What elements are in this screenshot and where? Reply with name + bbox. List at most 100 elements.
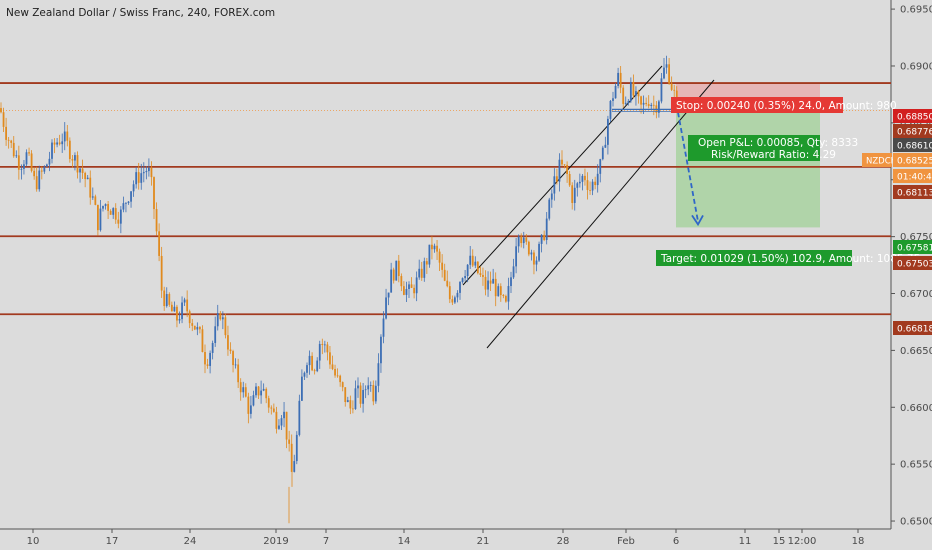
horizontal-levels[interactable] [0,82,891,316]
candle-up [214,316,217,347]
candle-body [599,159,602,174]
candle-down [443,263,446,282]
candle-up [596,164,599,193]
pnl-label-text: Open P&L: 0.00085, Qty: 8333 [698,137,858,149]
candle-body [354,388,357,409]
target-label[interactable]: Target: 0.01029 (1.50%) 102.9, Amount: 1… [656,250,920,266]
price-label-bg [893,153,932,167]
chart-title: New Zealand Dollar / Swiss Franc, 240, F… [6,7,275,19]
candle-body [665,64,668,68]
candle-down [331,355,334,371]
price-label-bg [893,240,932,254]
candle-up [387,292,390,306]
candle-body [68,140,71,160]
candle-down [68,137,71,163]
candle-up [367,377,370,396]
candle-body [38,170,41,190]
candle-down [476,261,479,275]
candle-up [63,122,66,151]
candle-body [178,319,181,321]
candle-body [323,344,326,346]
candle-up [418,259,421,280]
pnl-label[interactable]: Open P&L: 0.00085, Qty: 8333Risk/Reward … [688,135,858,161]
candle-body [405,288,408,295]
candle-body [596,173,599,186]
x-axis[interactable]: 10 17 24 2019 7 14 21 28 Feb 6 11 15 12:00 18 [27,529,865,547]
candle-up [43,165,46,174]
projection-arrow[interactable] [677,112,699,222]
target-label-bg [656,250,852,266]
candle-body [25,152,28,165]
candle-body [109,210,112,215]
candle-up [607,115,609,155]
channel-lower-line[interactable] [486,79,715,349]
candle-up [56,137,58,148]
candle-up [357,377,359,398]
candle-body [283,411,285,419]
candle-body [12,142,15,157]
candle-down [158,223,160,262]
x-tick-label: 14 [398,536,411,547]
candle-down [563,164,566,169]
stop-label[interactable]: Stop: 0.00240 (0.35%) 24.0, Amount: 980 [671,97,897,113]
candle-body [35,176,38,190]
candle-body [474,261,477,266]
candle-body [102,206,104,209]
candle-body [163,290,166,307]
candle-down [446,270,449,288]
candle-body [448,286,451,300]
candle-up [51,139,53,164]
candle-up [530,249,533,261]
candle-body [132,184,135,192]
candle-down [568,171,571,187]
price-label: 0.68850 [893,109,932,123]
candle-body [522,237,525,244]
candle-body [520,236,523,244]
candle-body [216,313,219,327]
candle-up [369,381,372,392]
price-label-text: 0.68776 [897,128,932,138]
candle-down [640,95,642,114]
candle-body [443,269,446,281]
candle-body [130,191,132,202]
candle-body [456,292,459,298]
candle-body [349,400,352,409]
candle-body [298,400,301,435]
candle-body [46,164,48,167]
candle-down [204,344,206,374]
candle-body [377,363,380,386]
candle-body [397,260,400,277]
candle-body [244,387,247,397]
candle-down [494,272,497,307]
candle-down [352,400,354,414]
candle-body [525,237,528,242]
candle-up [390,262,393,293]
candle-up [591,179,594,196]
short-position-tool[interactable]: Stop: 0.00240 (0.35%) 24.0, Amount: 980 O… [612,97,920,266]
candle-up [79,167,81,183]
x-tick-label: 11 [739,536,752,547]
candle-up [540,234,543,253]
candle-down [188,309,191,329]
candle-body [619,72,622,88]
symbol-label-bg [862,153,892,167]
candle-down [153,176,155,220]
candle-down [321,338,324,355]
candle-down [17,145,20,180]
candle-body [196,327,199,330]
candle-body [117,219,120,224]
x-tick-label: 12:00 [788,536,817,547]
symbol-label-text: NZDCHF [866,157,902,167]
candle-down [272,403,275,413]
candle-body [30,153,33,171]
candle-body [316,360,319,372]
candle-body [219,313,222,320]
candle-body [637,91,640,97]
candle-up [295,431,298,465]
candle-body [607,118,609,145]
candle-up [581,174,584,191]
candle-body [51,142,53,159]
